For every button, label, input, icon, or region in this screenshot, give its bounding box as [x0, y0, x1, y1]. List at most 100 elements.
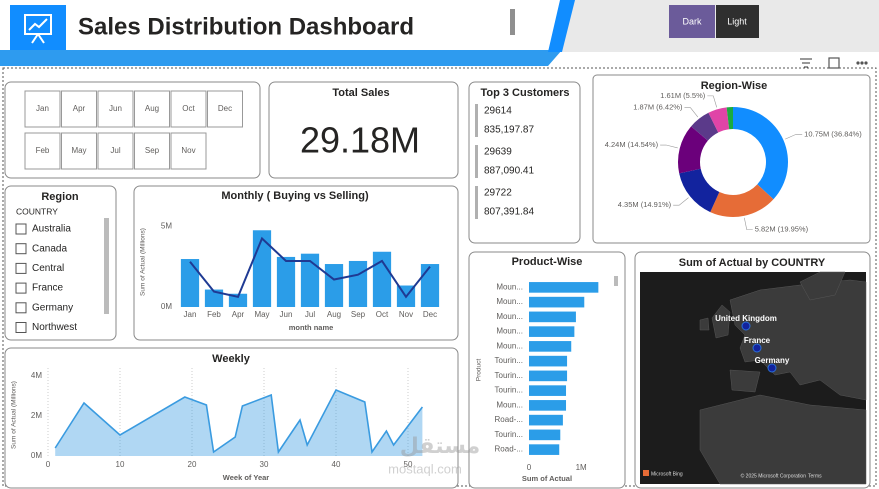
checkbox[interactable]: [15, 282, 27, 294]
x-tick-label: Dec: [423, 310, 437, 319]
region-item[interactable]: Northwest: [32, 322, 77, 333]
bar[interactable]: [204, 289, 224, 307]
month-label[interactable]: Feb: [36, 146, 50, 155]
checkbox[interactable]: [15, 322, 27, 333]
x-tick-label: 1M: [576, 463, 587, 472]
region-slicer-card: [4, 185, 117, 341]
donut-slice[interactable]: [726, 107, 733, 130]
month-label[interactable]: May: [71, 146, 86, 155]
bar[interactable]: [529, 296, 585, 308]
month-label[interactable]: Oct: [182, 104, 195, 113]
month-button[interactable]: [97, 90, 134, 128]
bar[interactable]: [420, 264, 440, 307]
bar[interactable]: [529, 429, 561, 441]
x-tick-label: 10: [116, 460, 125, 469]
bar[interactable]: [529, 400, 567, 411]
donut-slice[interactable]: [679, 168, 720, 213]
month-label[interactable]: Jun: [109, 104, 122, 113]
bar[interactable]: [372, 251, 392, 307]
month-button[interactable]: [61, 90, 97, 128]
map-bubble: [741, 321, 751, 331]
weekly-card: [4, 347, 459, 489]
map-bubble: [767, 363, 777, 373]
line: [54, 388, 424, 455]
y-tick-label: 2M: [31, 411, 42, 420]
bar[interactable]: [276, 256, 296, 307]
product-card: [468, 251, 626, 489]
scrollbar[interactable]: [104, 218, 109, 314]
month-button[interactable]: [134, 132, 170, 170]
region-item[interactable]: Germany: [32, 302, 73, 313]
chart-title: Region-Wise: [701, 80, 768, 92]
map-label: United Kingdom: [715, 314, 777, 323]
bar[interactable]: [348, 260, 368, 307]
visual-toolbar[interactable]: [800, 57, 868, 69]
bar[interactable]: [180, 259, 200, 307]
dark-button-label[interactable]: Dark: [682, 16, 702, 26]
region-item[interactable]: Central: [32, 263, 64, 274]
data-label: 4.35M (14.91%): [618, 200, 672, 209]
total-sales-card: [268, 81, 459, 179]
month-button[interactable]: [97, 132, 134, 170]
donut-slice[interactable]: [678, 126, 708, 174]
month-label[interactable]: Jul: [110, 146, 120, 155]
month-label[interactable]: Sep: [145, 146, 160, 155]
scrollbar[interactable]: [614, 276, 618, 286]
month-button[interactable]: [170, 132, 207, 170]
x-axis-title: month name: [289, 323, 334, 332]
month-button[interactable]: [24, 132, 61, 170]
checkbox[interactable]: [15, 302, 27, 314]
checkbox[interactable]: [15, 243, 27, 255]
region-item[interactable]: Canada: [32, 243, 67, 254]
bar[interactable]: [529, 414, 563, 426]
month-label[interactable]: Apr: [73, 104, 86, 113]
y-tick-label: Moun...: [496, 282, 523, 291]
x-tick-label: Jun: [280, 310, 293, 319]
y-axis-title: Product: [476, 359, 483, 382]
dashboard-title: Sales Distribution Dashboard: [78, 13, 414, 40]
donut-slice[interactable]: [708, 107, 730, 133]
bar[interactable]: [529, 444, 560, 455]
light-button[interactable]: [716, 5, 759, 38]
donut-slice[interactable]: [691, 112, 719, 141]
y-tick-label: Tourin...: [495, 386, 523, 395]
bar[interactable]: [529, 385, 567, 396]
bar[interactable]: [529, 355, 568, 367]
bar[interactable]: [324, 264, 344, 307]
month-label[interactable]: Nov: [181, 146, 195, 155]
month-button[interactable]: [24, 90, 61, 128]
region-item[interactable]: Australia: [32, 224, 71, 235]
month-button[interactable]: [134, 90, 170, 128]
checkbox[interactable]: [15, 223, 27, 235]
line: [189, 236, 431, 299]
y-tick-label: Moun...: [496, 327, 523, 336]
month-label[interactable]: Dec: [218, 104, 232, 113]
bar[interactable]: [529, 282, 599, 293]
month-button[interactable]: [170, 90, 207, 128]
data-label: 1.87M (6.42%): [633, 103, 683, 112]
y-axis-title: Sum of Actual (Millions): [140, 228, 147, 296]
dark-button[interactable]: [669, 5, 715, 38]
map-terms: Terms: [808, 473, 822, 479]
month-label[interactable]: Aug: [145, 104, 159, 113]
month-label[interactable]: Jan: [36, 104, 49, 113]
light-button-label[interactable]: Light: [727, 16, 747, 26]
bar[interactable]: [529, 370, 568, 382]
bar[interactable]: [228, 293, 248, 307]
bar[interactable]: [529, 311, 576, 323]
month-button[interactable]: [207, 90, 243, 128]
bar[interactable]: [300, 253, 320, 307]
bar[interactable]: [529, 341, 572, 352]
region-item[interactable]: France: [32, 283, 64, 294]
donut-slice[interactable]: [710, 184, 774, 217]
bar[interactable]: [529, 326, 575, 337]
chart-title: Monthly ( Buying vs Selling): [221, 190, 369, 202]
donut-slice[interactable]: [733, 107, 788, 200]
bar[interactable]: [252, 230, 272, 307]
month-button[interactable]: [61, 132, 97, 170]
y-tick-label: Road-...: [495, 415, 523, 424]
x-tick-label: Sep: [351, 310, 366, 319]
checkbox[interactable]: [15, 262, 27, 274]
data-label: 10.75M (36.84%): [804, 129, 862, 138]
y-tick-label: 4M: [31, 371, 42, 380]
